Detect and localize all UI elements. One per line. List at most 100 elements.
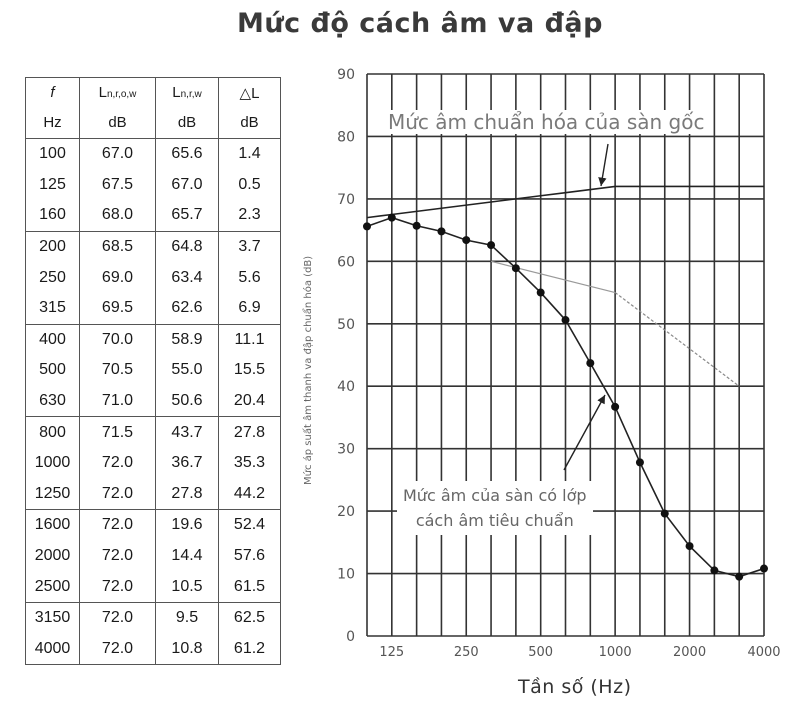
- y-tick-label: 0: [346, 629, 355, 645]
- table-cell: 800: [25, 416, 80, 448]
- table-cell: 5.6: [218, 262, 281, 293]
- annotation-treated-floor: Mức âm của sàn có lớp cách âm tiêu chuẩn: [397, 481, 593, 535]
- table-cell: 72.0: [79, 478, 156, 511]
- table-cell: 71.0: [79, 385, 156, 418]
- table-cell: 125: [25, 169, 80, 201]
- table-cell: 72.0: [79, 447, 156, 479]
- table-cell: 630: [25, 385, 80, 418]
- table-cell: 35.3: [218, 447, 281, 479]
- y-tick-label: 40: [337, 379, 355, 395]
- table-cell: 61.5: [218, 571, 281, 603]
- table-cell: 27.8: [155, 478, 219, 511]
- x-tick-label: 500: [528, 645, 553, 660]
- table-cell: 69.5: [79, 292, 156, 325]
- table-cell: 27.8: [218, 416, 281, 448]
- table-cell: 43.7: [155, 416, 219, 448]
- table-cell: 50.6: [155, 385, 219, 418]
- table-row: 500 70.5 55.0 15.5: [25, 355, 281, 386]
- header-unit-db: dB: [79, 107, 156, 139]
- table-cell: 62.5: [218, 602, 281, 634]
- table-cell: 15.5: [218, 355, 281, 386]
- y-axis-title: Mức áp suất âm thanh va đập chuẩn hóa (d…: [303, 255, 314, 485]
- data-point-marker: [561, 316, 570, 325]
- header-unit-db: dB: [155, 107, 219, 139]
- table-cell: 67.0: [155, 169, 219, 201]
- table-row: 3150 72.0 9.5 62.5: [25, 602, 281, 634]
- table-cell: 61.2: [218, 633, 281, 666]
- data-point-marker: [363, 222, 371, 231]
- data-point-marker: [760, 564, 768, 573]
- table-cell: 62.6: [155, 292, 219, 325]
- reference-curve-solid: [490, 260, 616, 294]
- data-point-marker: [660, 509, 669, 518]
- table-row: 800 71.5 43.7 27.8: [25, 416, 281, 448]
- table-cell: 4000: [25, 633, 80, 666]
- data-point-marker: [611, 402, 620, 411]
- table-cell: 70.5: [79, 355, 156, 386]
- y-tick-label: 70: [337, 192, 355, 208]
- table-row: 1000 72.0 36.7 35.3: [25, 447, 281, 479]
- series-treated-floor: [363, 213, 768, 581]
- y-tick-label: 20: [337, 504, 355, 520]
- table-cell: 68.0: [79, 200, 156, 232]
- data-table: f Ln,r,o,w Ln,r,w △L Hz dB dB dB 100 67.0…: [25, 77, 281, 666]
- table-cell: 67.5: [79, 169, 156, 201]
- table-cell: 10.5: [155, 571, 219, 603]
- base-floor-line: [366, 185, 764, 219]
- table-cell: 400: [25, 324, 80, 356]
- data-point-marker: [536, 288, 545, 297]
- x-tick-label: 4000: [747, 645, 780, 660]
- table-cell: 0.5: [218, 169, 281, 201]
- x-tick-label: 250: [454, 645, 479, 660]
- table-cell: 11.1: [218, 324, 281, 356]
- header-unit-db: dB: [218, 107, 281, 139]
- table-cell: 65.6: [155, 138, 219, 170]
- data-point-marker: [462, 236, 471, 245]
- table-row: 2500 72.0 10.5 61.5: [25, 571, 281, 603]
- table-cell: 70.0: [79, 324, 156, 356]
- table-row: 630 71.0 50.6 20.4: [25, 385, 281, 418]
- data-point-marker: [586, 359, 595, 368]
- x-axis-title: Tần số (Hz): [518, 676, 632, 698]
- table-cell: 1600: [25, 509, 80, 541]
- table-cell: 1000: [25, 447, 80, 479]
- x-axis-ticks: 125 250 500 1000 2000 4000: [379, 645, 780, 660]
- data-point-marker: [487, 241, 496, 250]
- table-cell: 69.0: [79, 262, 156, 293]
- table-cell: 1250: [25, 478, 80, 511]
- arrow-to-treated-curve: [563, 394, 606, 471]
- y-tick-label: 60: [337, 254, 355, 270]
- reference-curve: [490, 260, 740, 387]
- header-unit-hz: Hz: [25, 107, 80, 139]
- data-point-marker: [710, 566, 719, 575]
- table-cell: 160: [25, 200, 80, 232]
- table-cell: 200: [25, 231, 80, 263]
- table-cell: 2500: [25, 571, 80, 603]
- table-row: 250 69.0 63.4 5.6: [25, 262, 281, 293]
- table-cell: 9.5: [155, 602, 219, 634]
- data-point-marker: [685, 542, 694, 551]
- table-cell: 64.8: [155, 231, 219, 263]
- table-row: 200 68.5 64.8 3.7: [25, 231, 281, 263]
- table-cell: 3150: [25, 602, 80, 634]
- table-cell: 3.7: [218, 231, 281, 263]
- arrow-to-base-curve: [598, 143, 609, 187]
- table-cell: 2.3: [218, 200, 281, 232]
- data-point-marker: [511, 264, 520, 273]
- y-tick-label: 90: [337, 67, 355, 83]
- table-row: 400 70.0 58.9 11.1: [25, 324, 281, 356]
- annotation-line-2: cách âm tiêu chuẩn: [415, 511, 574, 530]
- table-cell: 52.4: [218, 509, 281, 541]
- y-tick-label: 50: [337, 317, 355, 333]
- table-cell: 500: [25, 355, 80, 386]
- data-point-marker: [635, 458, 644, 467]
- table-row: 160 68.0 65.7 2.3: [25, 200, 281, 232]
- page-title: Mức độ cách âm va đập: [237, 8, 603, 39]
- annotation-arrows: [563, 143, 609, 471]
- header-frequency: f: [25, 77, 80, 107]
- table-cell: 55.0: [155, 355, 219, 386]
- table-cell: 44.2: [218, 478, 281, 511]
- chart-grid: [366, 73, 765, 637]
- header-lnrow: Ln,r,o,w: [79, 77, 156, 107]
- annotation-base-floor: Mức âm chuẩn hóa của sàn gốc: [382, 110, 711, 134]
